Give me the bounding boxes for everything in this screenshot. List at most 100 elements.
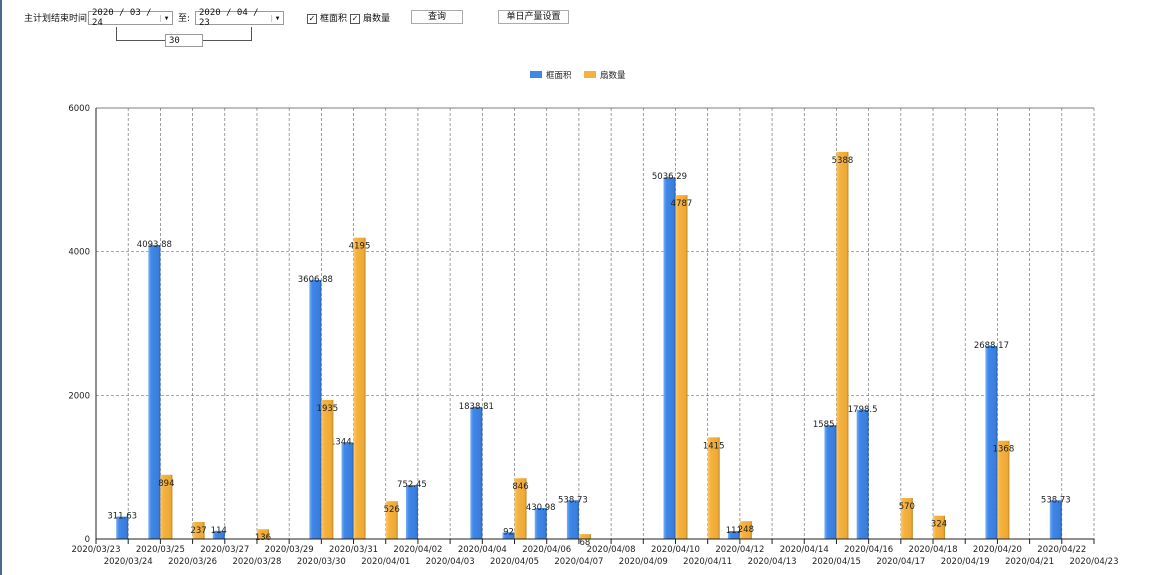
x-tick-label: 2020/03/24 <box>104 557 153 567</box>
data-label: 237 <box>190 526 206 536</box>
bar-count <box>933 515 946 539</box>
bar-area <box>534 508 547 539</box>
data-label: 570 <box>899 502 915 512</box>
data-label: 894 <box>158 479 174 489</box>
bar-count <box>514 478 527 539</box>
legend-swatch <box>530 71 542 78</box>
data-label: 1585.96 <box>813 420 848 430</box>
x-tick-label: 2020/03/27 <box>200 545 249 555</box>
bar-area <box>727 531 740 539</box>
chevron-down-icon[interactable]: ▼ <box>271 14 283 22</box>
start-date-picker[interactable]: 2020 / 03 / 24 ▼ <box>88 8 173 28</box>
bar-area <box>1049 500 1062 539</box>
x-tick-label: 2020/04/06 <box>522 545 571 555</box>
to-label: 至: <box>178 14 191 24</box>
bar-count <box>256 529 269 539</box>
x-tick-label: 2020/04/08 <box>587 545 636 555</box>
x-tick-label: 2020/03/26 <box>168 557 217 567</box>
x-tick-label: 2020/03/28 <box>232 557 281 567</box>
data-label: 538.73 <box>558 495 588 505</box>
data-label: 136 <box>255 533 271 543</box>
data-label: 248 <box>738 525 754 535</box>
bar-area <box>116 516 129 539</box>
bar-area <box>856 409 869 539</box>
checkmark-icon[interactable]: ✓ <box>350 13 360 24</box>
data-label: 3606.88 <box>298 275 333 285</box>
bar-area <box>824 425 837 539</box>
data-label: 324 <box>931 520 947 530</box>
bar-count <box>900 498 913 539</box>
bar-area <box>405 484 418 539</box>
x-tick-label: 2020/03/25 <box>136 545 185 555</box>
bar-area <box>663 177 676 539</box>
query-button[interactable]: 查询 <box>411 10 463 24</box>
data-label: 2688.17 <box>974 341 1009 351</box>
legend-swatch <box>584 71 596 78</box>
window-edge <box>0 0 2 575</box>
x-tick-label: 2020/04/17 <box>876 557 925 567</box>
data-label: 92 <box>503 527 514 537</box>
x-tick-label: 2020/04/02 <box>393 545 442 555</box>
data-label: 1838.81 <box>459 402 494 412</box>
bar-area <box>985 345 998 539</box>
bar-count <box>353 237 366 539</box>
data-label: 1344.95 <box>330 437 365 447</box>
data-label: 430.98 <box>526 503 556 513</box>
data-label: 68 <box>579 538 590 548</box>
checkbox-count[interactable]: ✓ 扇数量 <box>350 13 390 25</box>
end-date-value: 2020 / 04 / 23 <box>199 8 259 28</box>
data-label: 846 <box>512 482 528 492</box>
data-label: 1798.5 <box>848 405 878 415</box>
y-tick-label: 6000 <box>68 104 90 114</box>
bar-count <box>578 534 591 539</box>
x-tick-label: 2020/04/07 <box>554 557 603 567</box>
checkbox-area[interactable]: ✓ 框面积 <box>307 13 347 25</box>
x-tick-label: 2020/03/31 <box>329 545 378 555</box>
bar-count <box>321 400 334 539</box>
data-label: 5036.29 <box>652 172 687 182</box>
bar-area <box>470 406 483 539</box>
data-label: 1368 <box>993 445 1015 455</box>
x-tick-label: 2020/04/03 <box>426 557 475 567</box>
end-date-picker[interactable]: 2020 / 04 / 23 ▼ <box>195 8 284 28</box>
data-label: 1935 <box>317 404 339 414</box>
data-label: 752.45 <box>397 480 427 490</box>
x-tick-label: 2020/04/10 <box>651 545 700 555</box>
x-tick-label: 2020/04/05 <box>490 557 539 567</box>
data-label: 526 <box>384 505 400 515</box>
x-tick-label: 2020/04/23 <box>1070 557 1119 567</box>
bar-count <box>707 437 720 539</box>
checkbox-count-label: 扇数量 <box>363 14 391 24</box>
data-label: 1415 <box>703 441 725 451</box>
bar-count <box>836 151 849 539</box>
bar-count <box>739 521 752 539</box>
x-tick-label: 2020/04/14 <box>780 545 829 555</box>
bar-count <box>192 521 205 539</box>
x-tick-label: 2020/04/21 <box>1005 557 1054 567</box>
x-tick-label: 2020/04/11 <box>683 557 732 567</box>
end-date-label: 主计划结束时间: <box>24 14 91 24</box>
bar-count <box>997 440 1010 539</box>
legend-label: 扇数量 <box>600 70 626 81</box>
x-tick-label: 2020/04/12 <box>715 545 764 555</box>
x-tick-label: 2020/04/19 <box>941 557 990 567</box>
x-tick-label: 2020/04/20 <box>973 545 1022 555</box>
x-tick-label: 2020/04/04 <box>458 545 507 555</box>
days-input[interactable]: 30 <box>165 34 203 47</box>
start-date-value: 2020 / 03 / 24 <box>92 8 152 28</box>
checkmark-icon[interactable]: ✓ <box>307 13 317 24</box>
bar-count <box>675 195 688 539</box>
data-label: 5388 <box>832 156 854 166</box>
days-value: 30 <box>169 35 180 46</box>
y-tick-label: 2000 <box>68 391 90 401</box>
bar-area <box>502 532 515 539</box>
x-tick-label: 2020/04/01 <box>361 557 410 567</box>
bar-area <box>309 279 322 539</box>
chevron-down-icon[interactable]: ▼ <box>160 14 172 22</box>
daily-output-settings-button[interactable]: 单日产量设置 <box>498 10 569 24</box>
x-tick-label: 2020/03/29 <box>265 545 314 555</box>
x-tick-label: 2020/04/13 <box>748 557 797 567</box>
x-tick-label: 2020/03/23 <box>72 545 121 555</box>
bar-area <box>148 244 161 539</box>
